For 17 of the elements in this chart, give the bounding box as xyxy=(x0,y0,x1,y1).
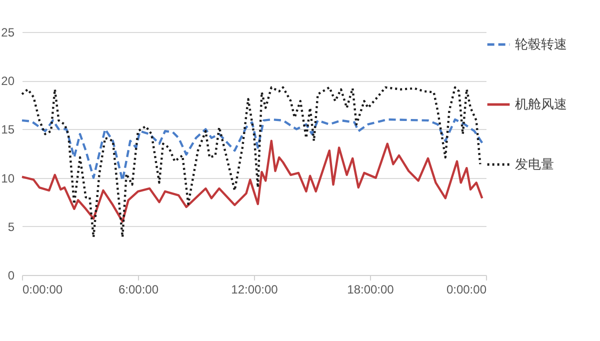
y-tick-label: 15 xyxy=(1,122,15,137)
x-tick-label: 18:00:00 xyxy=(347,282,394,296)
y-tick-label: 5 xyxy=(8,220,15,234)
x-tick-label: 6:00:00 xyxy=(118,282,159,296)
line-series xyxy=(20,140,484,223)
y-tick-label: 10 xyxy=(1,171,15,186)
x-tick-label: 0:00:00 xyxy=(446,282,487,296)
line-series xyxy=(20,86,482,238)
legend-label: 轮毂转速 xyxy=(515,38,567,52)
legend-label: 机舱风速 xyxy=(515,98,567,112)
legend-label: 发电量 xyxy=(515,158,554,172)
y-tick-label: 25 xyxy=(1,26,15,40)
x-tick-label: 0:00:00 xyxy=(22,282,63,296)
y-tick-label: 0 xyxy=(8,268,15,282)
x-tick-label: 12:00:00 xyxy=(231,282,278,296)
y-tick-label: 20 xyxy=(1,74,15,88)
line-series xyxy=(20,118,484,182)
